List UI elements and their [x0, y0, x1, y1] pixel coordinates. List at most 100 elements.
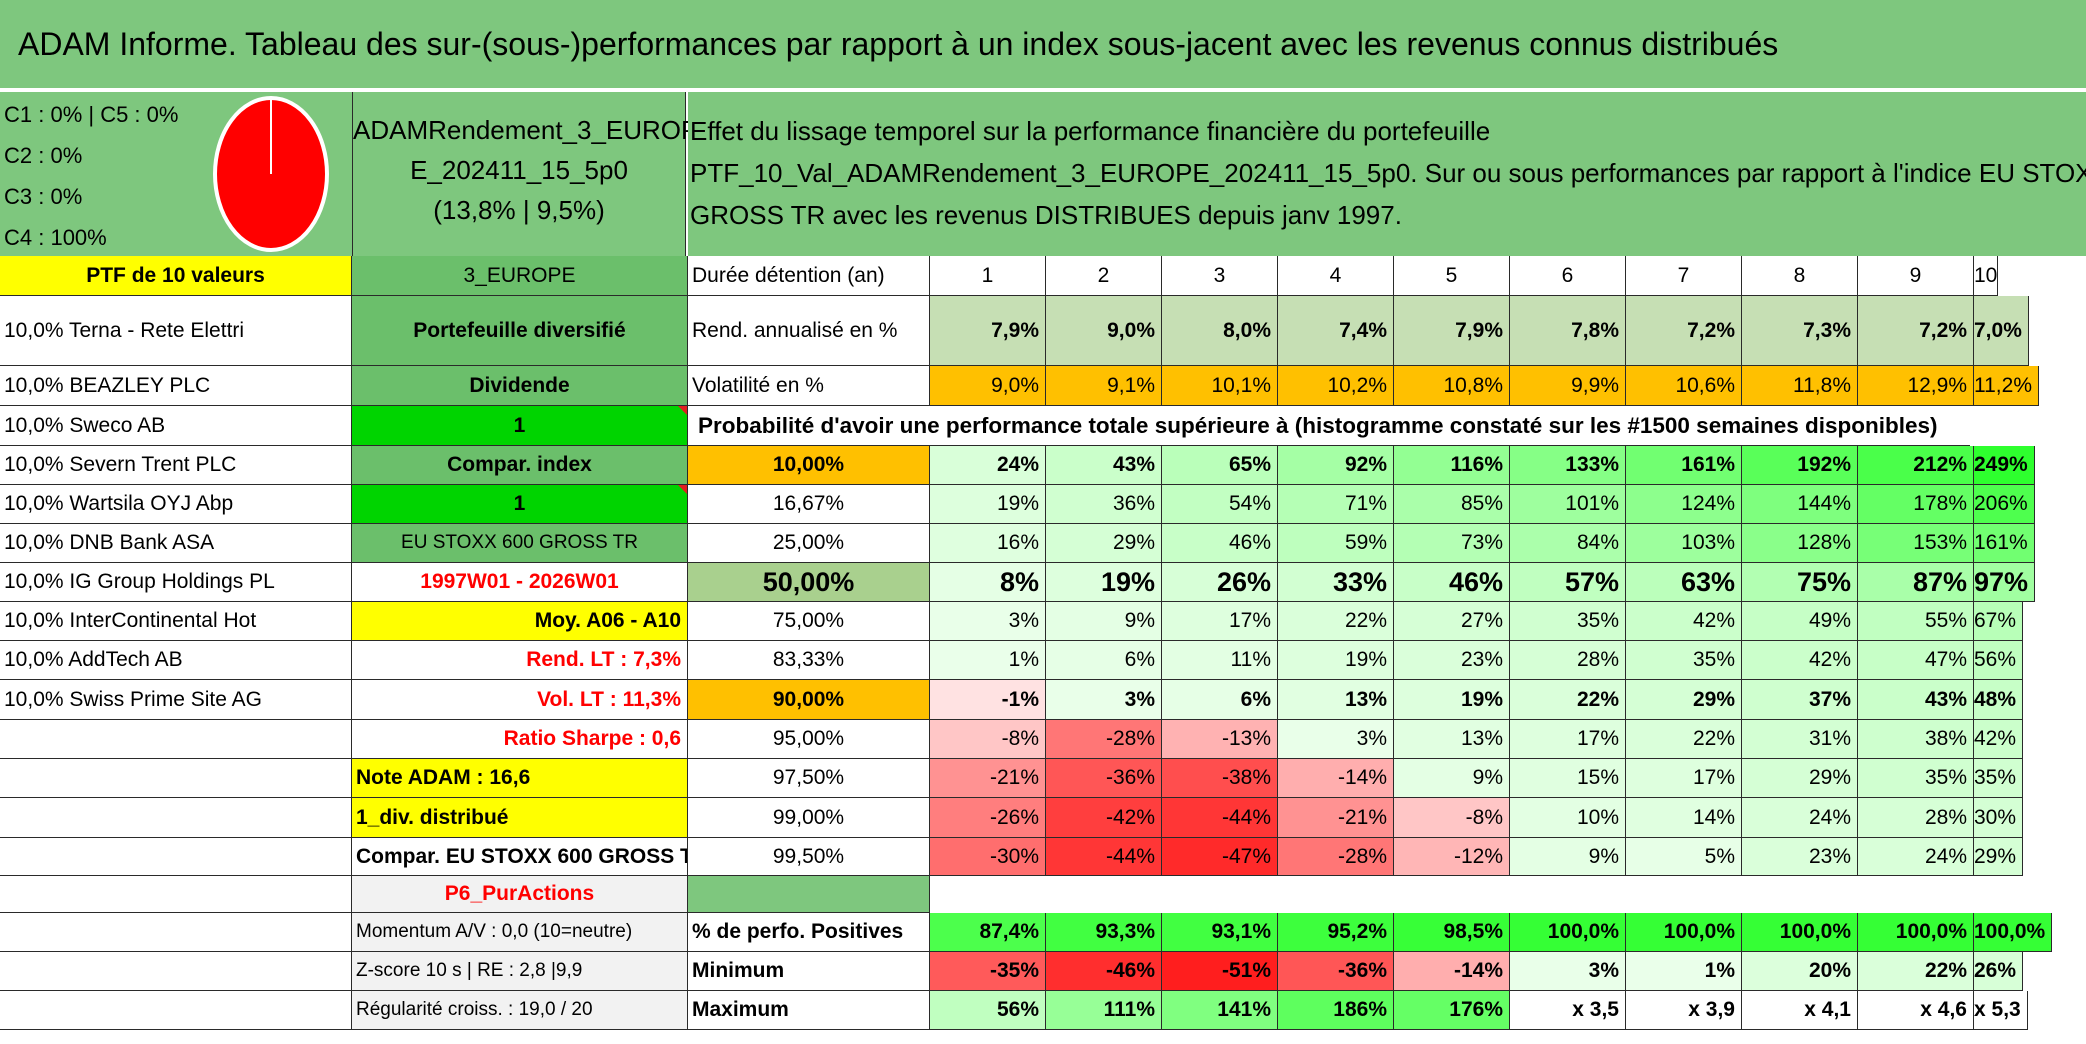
percentile-value: 97% — [1974, 563, 2036, 602]
holding-row: 10,0% BEAZLEY PLC — [0, 366, 352, 406]
compar-index-label: Compar. index — [352, 446, 688, 485]
percentile-value: 9% — [1394, 759, 1510, 798]
return-label: Rend. annualisé en % — [688, 296, 930, 366]
percentile-value: 28% — [1510, 641, 1626, 680]
percentile-value: 46% — [1394, 563, 1510, 602]
percentile-value: 144% — [1742, 485, 1858, 524]
percentile-value: 57% — [1510, 563, 1626, 602]
maximum-value: x 4,6 — [1858, 991, 1974, 1030]
percentile-value: -21% — [1278, 798, 1394, 838]
volatility-value: 10,8% — [1394, 366, 1510, 406]
percentile-value: 3% — [1278, 720, 1394, 759]
volatility-value: 11,2% — [1974, 366, 2039, 406]
percentile-value: 103% — [1626, 524, 1742, 563]
quartile-c2: C2 : 0% — [4, 143, 83, 168]
maximum-value: x 5,3 — [1974, 991, 2028, 1030]
percentile-value: 9% — [1510, 838, 1626, 876]
holding-row: 10,0% AddTech AB — [0, 641, 352, 680]
volatility-value: 11,8% — [1742, 366, 1858, 406]
percentile-value: 71% — [1278, 485, 1394, 524]
year-header: 7 — [1626, 256, 1742, 296]
percentile-value: 22% — [1510, 680, 1626, 720]
percentile-value: 48% — [1974, 680, 2024, 720]
return-value: 7,9% — [930, 296, 1046, 366]
year-header: 10 — [1974, 256, 1999, 296]
holding-row: 10,0% Wartsila OYJ Abp — [0, 485, 352, 524]
minimum-value: 20% — [1742, 952, 1858, 991]
empty-holding-cell — [0, 991, 352, 1030]
percentile-value: 19% — [930, 485, 1046, 524]
percentile-value: 19% — [1046, 563, 1162, 602]
return-value: 7,4% — [1278, 296, 1394, 366]
holding-row: 10,0% DNB Bank ASA — [0, 524, 352, 563]
percentile-value: 31% — [1742, 720, 1858, 759]
percentile-value: 212% — [1858, 446, 1974, 485]
percentile-value: 24% — [1858, 838, 1974, 876]
positive-value: 100,0% — [1626, 913, 1742, 952]
percentile-value: 24% — [1742, 798, 1858, 838]
percentile-value: 30% — [1974, 798, 2024, 838]
positive-value: 95,2% — [1278, 913, 1394, 952]
ptf-count-label: PTF de 10 valeurs — [0, 256, 352, 296]
percentile-label: 90,00% — [688, 680, 930, 720]
positive-value: 100,0% — [1974, 913, 2053, 952]
percentile-value: 37% — [1742, 680, 1858, 720]
percentile-value: 29% — [1974, 838, 2024, 876]
maximum-value: x 3,5 — [1510, 991, 1626, 1030]
header-line2: PTF_10_Val_ADAMRendement_3_EUROPE_202411… — [690, 158, 2086, 188]
long-term-return: Rend. LT : 7,3% — [352, 641, 688, 680]
quartile-c3: C3 : 0% — [4, 184, 83, 209]
positive-value: 93,1% — [1162, 913, 1278, 952]
volatility-value: 9,0% — [930, 366, 1046, 406]
percentile-value: 128% — [1742, 524, 1858, 563]
percentile-value: 63% — [1626, 563, 1742, 602]
percentile-value: 23% — [1742, 838, 1858, 876]
quartile-c1-c5: C1 : 0% | C5 : 0% — [4, 102, 179, 127]
percentile-label: 50,00% — [688, 563, 930, 602]
year-header: 6 — [1510, 256, 1626, 296]
percentile-value: -28% — [1278, 838, 1394, 876]
percentile-value: 65% — [1162, 446, 1278, 485]
percentile-value: 206% — [1974, 485, 2035, 524]
portfolio-name-line1: ADAMRendement_3_EUROP — [353, 115, 699, 145]
percentile-value: 67% — [1974, 602, 2024, 641]
percentile-value: 46% — [1162, 524, 1278, 563]
volatility-value: 12,9% — [1858, 366, 1974, 406]
holding-row: 10,0% Severn Trent PLC — [0, 446, 352, 485]
empty-holding-cell — [0, 838, 352, 876]
return-value: 7,2% — [1858, 296, 1974, 366]
adam-note: Note ADAM : 16,6 — [352, 759, 688, 798]
percentile-label: 10,00% — [688, 446, 930, 485]
report-title: ADAM Informe. Tableau des sur-(sous-)per… — [0, 0, 2086, 88]
positive-value: 100,0% — [1858, 913, 1974, 952]
dividend-distributed: 1_div. distribué — [352, 798, 688, 838]
holding-row: 10,0% IG Group Holdings PL — [0, 563, 352, 602]
percentile-value: 84% — [1510, 524, 1626, 563]
header-description: Effet du lissage temporel sur la perform… — [688, 92, 2086, 256]
percentile-value: 28% — [1858, 798, 1974, 838]
percentile-label: 97,50% — [688, 759, 930, 798]
percentile-value: 101% — [1510, 485, 1626, 524]
percentile-value: 124% — [1626, 485, 1742, 524]
positive-value: 93,3% — [1046, 913, 1162, 952]
percentile-value: 49% — [1742, 602, 1858, 641]
volatility-label: Volatilité en % — [688, 366, 930, 406]
year-header: 4 — [1278, 256, 1394, 296]
year-header: 3 — [1162, 256, 1278, 296]
percentile-value: 23% — [1394, 641, 1510, 680]
percentile-value: -28% — [1046, 720, 1162, 759]
percentile-label: 99,50% — [688, 838, 930, 876]
holding-row: 10,0% Terna - Rete Elettri — [0, 296, 352, 366]
percentile-value: 59% — [1278, 524, 1394, 563]
percentile-value: 35% — [1510, 602, 1626, 641]
compar-index-full: Compar. EU STOXX 600 GROSS TR — [352, 838, 688, 876]
positive-value: 100,0% — [1742, 913, 1858, 952]
minimum-value: 1% — [1626, 952, 1742, 991]
percentile-label: 75,00% — [688, 602, 930, 641]
percentile-value: -8% — [930, 720, 1046, 759]
percentile-value: 6% — [1046, 641, 1162, 680]
percentile-label: 16,67% — [688, 485, 930, 524]
minimum-value: 3% — [1510, 952, 1626, 991]
maximum-value: x 4,1 — [1742, 991, 1858, 1030]
percentile-value: 75% — [1742, 563, 1858, 602]
